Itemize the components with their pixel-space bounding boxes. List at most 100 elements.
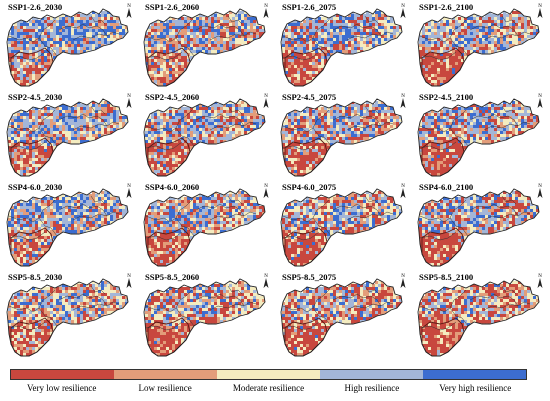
legend-label: Moderate resilience — [232, 383, 305, 393]
region-outline — [6, 278, 129, 357]
map-panel: N SSP4-6.0_2030 — [3, 182, 136, 268]
subregion-boundary — [175, 289, 193, 309]
north-label: N — [264, 94, 268, 99]
legend-swatch — [320, 370, 423, 379]
resilience-map: N — [280, 184, 406, 267]
subregion-boundary — [209, 123, 245, 131]
panel-title: SSP5-8.5_2060 — [145, 272, 200, 282]
region-outline — [143, 8, 266, 87]
subregion-boundary — [376, 119, 394, 127]
subregion-boundary — [282, 125, 314, 133]
north-label: N — [401, 274, 405, 279]
subregion-boundary — [8, 231, 46, 241]
subregion-boundary — [312, 109, 330, 129]
subregion-boundary — [483, 33, 519, 41]
region-outline — [280, 8, 403, 87]
north-label: N — [538, 4, 542, 9]
region-outline — [417, 98, 540, 177]
panel-title: SSP4-6.0_2075 — [282, 182, 337, 192]
subregion-boundary — [8, 51, 46, 61]
subregion-boundary — [145, 215, 177, 223]
north-label: N — [401, 94, 405, 99]
subregion-boundary — [449, 199, 467, 219]
subregion-boundary — [72, 213, 108, 221]
north-label: N — [127, 274, 131, 279]
subregion-boundary — [38, 19, 56, 39]
subregion-boundary — [175, 217, 195, 237]
subregion-boundary — [513, 119, 531, 127]
subregion-boundary — [38, 127, 58, 147]
subregion-boundary — [282, 35, 314, 43]
subregion-boundary — [282, 215, 314, 223]
subregion-boundary — [449, 127, 469, 147]
region-outline — [417, 188, 540, 267]
subregion-boundary — [102, 209, 120, 217]
legend-color-bar — [10, 369, 527, 380]
north-label: N — [127, 94, 131, 99]
subregion-boundary — [175, 37, 195, 57]
subregion-boundary — [72, 123, 108, 131]
subregion-boundary — [72, 33, 108, 41]
subregion-boundary — [239, 299, 257, 307]
subregion-boundary — [332, 113, 378, 121]
subregion-boundary — [72, 303, 108, 311]
north-arrow-icon: N — [126, 94, 132, 108]
north-label: N — [127, 4, 131, 9]
subregion-boundary — [282, 305, 314, 313]
subregion-boundary — [175, 199, 193, 219]
subregion-boundary — [513, 29, 531, 37]
panel-title: SSP1-2.6_2075 — [282, 2, 337, 12]
subregion-boundary — [175, 307, 195, 327]
subregion-boundary — [312, 37, 332, 57]
north-arrow-icon: N — [537, 184, 543, 198]
subregion-boundary — [145, 51, 183, 61]
panel-title: SSP1-2.6_2030 — [8, 2, 63, 12]
legend-labels: Very low resilience Low resilience Moderat… — [10, 383, 527, 397]
subregion-boundary — [419, 215, 451, 223]
legend-swatch — [217, 370, 320, 379]
subregion-boundary — [145, 141, 183, 151]
subregion-boundary — [312, 289, 330, 309]
resilience-map: N — [417, 184, 543, 267]
resilience-map: N — [143, 4, 269, 87]
subregion-boundary — [346, 33, 382, 41]
subregion-boundary — [239, 209, 257, 217]
map-panel: N SSP2-4.5_2100 — [414, 92, 547, 178]
subregion-boundary — [364, 285, 380, 295]
north-arrow-icon: N — [263, 274, 269, 288]
north-arrow-icon: N — [126, 184, 132, 198]
north-arrow-icon: N — [263, 4, 269, 18]
north-arrow-icon: N — [537, 4, 543, 18]
subregion-boundary — [419, 35, 451, 43]
subregion-boundary — [513, 299, 531, 307]
resilience-map: N — [417, 94, 543, 177]
subregion-boundary — [282, 231, 320, 241]
subregion-boundary — [227, 105, 243, 115]
subregion-boundary — [195, 113, 241, 121]
subregion-boundary — [513, 209, 531, 217]
region-outline — [280, 98, 403, 177]
subregion-boundary — [312, 199, 330, 219]
subregion-boundary — [175, 109, 193, 129]
panel-title: SSP4-6.0_2030 — [8, 182, 63, 192]
resilience-map: N — [143, 184, 269, 267]
subregion-boundary — [312, 127, 332, 147]
north-arrow-icon: N — [537, 274, 543, 288]
subregion-boundary — [501, 195, 517, 205]
subregion-boundary — [209, 303, 245, 311]
map-panel: N SSP2-4.5_2075 — [277, 92, 410, 178]
subregion-boundary — [145, 125, 177, 133]
subregion-boundary — [364, 195, 380, 205]
legend-label: Low resilience — [138, 383, 192, 393]
subregion-boundary — [501, 285, 517, 295]
resilience-map: N — [417, 274, 543, 357]
region-outline — [6, 98, 129, 177]
panel-title: SSP4-6.0_2060 — [145, 182, 200, 192]
subregion-boundary — [145, 231, 183, 241]
subregion-boundary — [8, 141, 46, 151]
subregion-boundary — [483, 123, 519, 131]
subregion-boundary — [102, 119, 120, 127]
subregion-boundary — [239, 119, 257, 127]
legend-swatch — [423, 370, 526, 379]
legend-swatch — [11, 370, 114, 379]
